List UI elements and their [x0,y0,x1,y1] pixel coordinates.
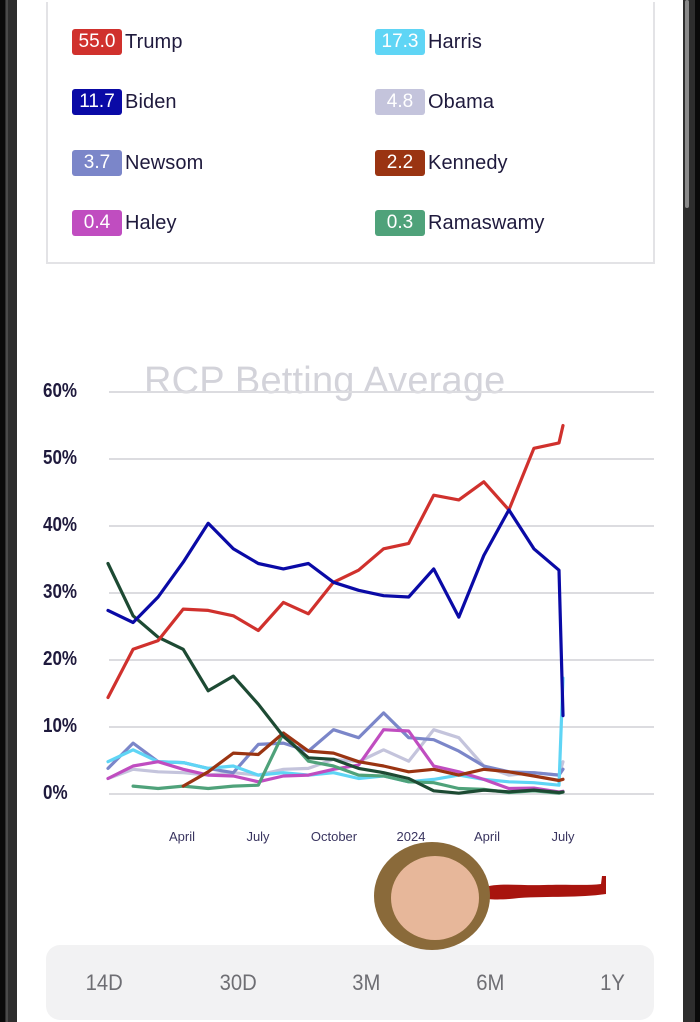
device-bezel-right [683,0,700,1022]
legend-label: Biden [125,90,177,113]
legend-label: Haley [125,211,177,234]
legend-value-badge: 55.0 [72,29,122,55]
legend-value-badge: 0.4 [72,210,122,236]
range-button-6m[interactable]: 6M [476,969,505,995]
series-line-unlabeled-dark-green-series [106,561,565,795]
legend-item-newsom[interactable]: 3.7 Newsom [72,149,203,177]
gridlines [109,391,654,795]
plot-area [106,391,654,795]
legend-item-harris[interactable]: 17.3 Harris [375,28,482,56]
screen: 55.0 Trump 17.3 Harris 11.7 Biden 4.8 Ob… [17,0,683,1022]
y-tick-label: 40% [43,514,78,536]
y-tick-label: 0% [43,782,68,804]
scrollbar-thumb[interactable] [685,0,689,208]
y-tick-label: 50% [43,447,78,469]
x-tick-label: July [246,829,270,844]
legend-item-ramaswamy[interactable]: 0.3 Ramaswamy [375,209,544,237]
legend-label: Newsom [125,151,204,174]
range-button-1y[interactable]: 1Y [600,969,625,995]
legend-label: Harris [428,30,482,53]
series-line-harris [106,676,565,787]
legend-item-trump[interactable]: 55.0 Trump [72,28,183,56]
legend-item-obama[interactable]: 4.8 Obama [375,88,494,116]
legend-value-badge: 17.3 [375,29,425,55]
series-line-kennedy [181,731,565,788]
x-tick-label: July [551,829,575,844]
legend-item-biden[interactable]: 11.7 Biden [72,88,177,116]
overlay-graphic [374,842,606,950]
series-line-biden [106,508,565,718]
red-trail-shape [481,876,606,900]
series-line-obama [106,728,565,781]
legend-value-badge: 3.7 [72,150,122,176]
legend-label: Obama [428,90,495,113]
x-tick-label: April [473,829,501,844]
range-button-14d[interactable]: 14D [85,969,123,995]
legend-value-badge: 11.7 [72,89,122,115]
x-tick-label: April [168,829,196,844]
range-selector: 14D 30D 3M 6M 1Y [46,945,654,1020]
legend-value-badge: 2.2 [375,150,425,176]
y-tick-label: 10% [43,715,78,737]
device-bezel-left [0,0,17,1022]
y-tick-label: 30% [43,581,78,603]
legend: 55.0 Trump 17.3 Harris 11.7 Biden 4.8 Ob… [46,2,655,264]
legend-item-haley[interactable]: 0.4 Haley [72,209,177,237]
legend-item-kennedy[interactable]: 2.2 Kennedy [375,149,508,177]
x-tick-label: October [310,829,358,844]
legend-label: Trump [125,30,183,53]
legend-label: Ramaswamy [428,211,545,234]
series-line-haley [106,728,565,794]
y-tick-label: 20% [43,648,78,670]
chart-title: RCP Betting Average [144,360,506,402]
y-tick-label: 60% [43,380,78,402]
line-chart[interactable]: RCP Betting Average 60% 50% 40% 30% 20% … [17,340,683,860]
face-shape-icon [391,856,479,940]
x-tick-label: 2024 [396,829,426,844]
range-button-3m[interactable]: 3M [352,969,381,995]
range-button-30d[interactable]: 30D [219,969,257,995]
legend-value-badge: 4.8 [375,89,425,115]
series-line-trump [106,423,565,700]
legend-value-badge: 0.3 [375,210,425,236]
legend-label: Kennedy [428,151,508,174]
